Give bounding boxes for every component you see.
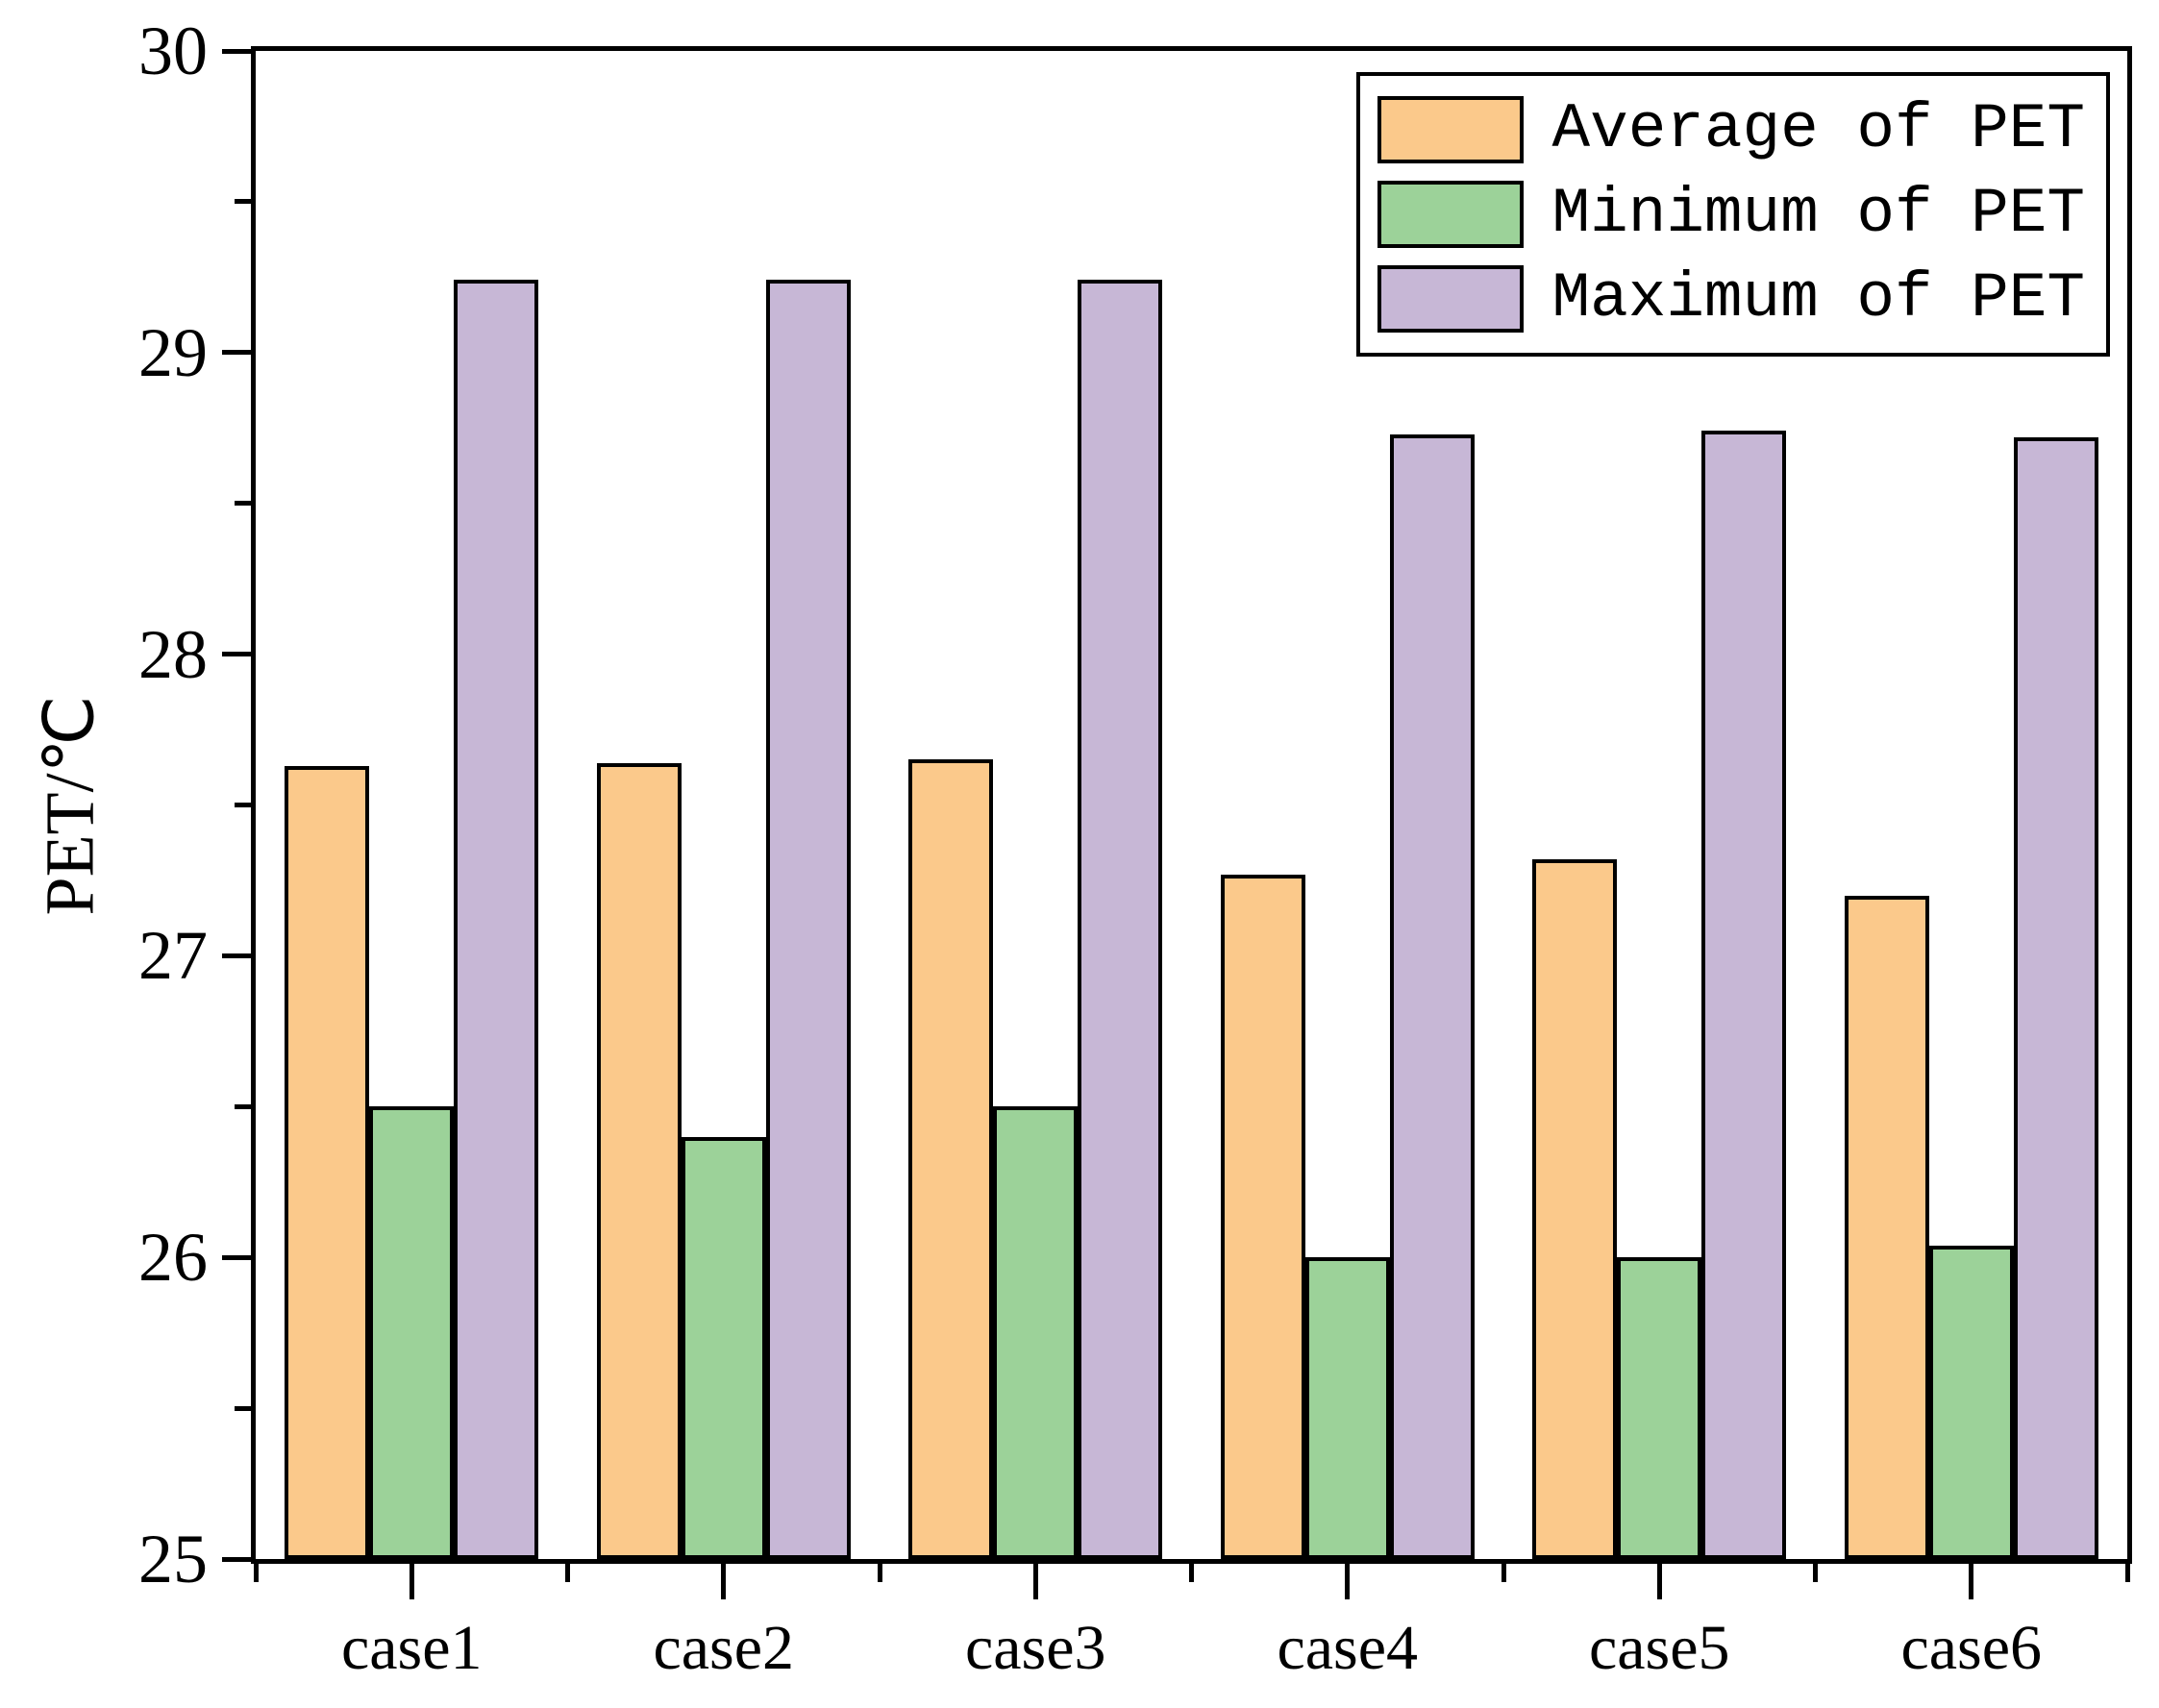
legend-item-label: Minimum of PET — [1551, 178, 2086, 250]
y-tick-label: 28 — [138, 615, 208, 693]
x-major-tick — [1656, 1559, 1662, 1599]
x-category-label: case6 — [1900, 1613, 2043, 1683]
x-category-label: case3 — [964, 1613, 1106, 1683]
x-minor-tick — [1189, 1559, 1194, 1582]
bar-average-case1 — [285, 765, 370, 1559]
x-major-tick — [1345, 1559, 1351, 1599]
legend-item: Maximum of PET — [1377, 260, 2086, 337]
bar-maximum-case6 — [2013, 436, 2098, 1559]
y-major-tick — [222, 48, 251, 54]
x-category-label: case1 — [340, 1613, 483, 1683]
y-major-tick — [222, 652, 251, 657]
x-minor-tick — [2124, 1559, 2130, 1582]
x-minor-tick — [565, 1559, 570, 1582]
legend-swatch-average — [1377, 96, 1524, 163]
y-tick-label: 26 — [138, 1219, 208, 1297]
bar-minimum-case3 — [993, 1106, 1079, 1559]
x-category-label: case2 — [653, 1613, 795, 1683]
y-axis-title: PET/℃ — [31, 695, 109, 916]
y-minor-tick — [235, 501, 251, 507]
plot-area: Average of PET Minimum of PET Maximum of P… — [138, 12, 2132, 1682]
bar-maximum-case2 — [765, 280, 851, 1559]
bar-average-case4 — [1220, 874, 1305, 1559]
legend-item-label: Maximum of PET — [1551, 262, 2086, 334]
bar-minimum-case5 — [1617, 1257, 1702, 1559]
y-tick-label: 27 — [138, 917, 208, 995]
legend-swatch-minimum — [1377, 181, 1524, 248]
bar-minimum-case2 — [681, 1136, 766, 1559]
legend-item: Average of PET — [1377, 91, 2086, 168]
x-major-tick — [1969, 1559, 1974, 1599]
y-tick-label: 29 — [138, 313, 208, 391]
y-tick-label: 30 — [138, 12, 208, 89]
legend-item: Minimum of PET — [1377, 176, 2086, 253]
y-minor-tick — [235, 199, 251, 205]
y-major-tick — [222, 953, 251, 958]
y-major-tick — [222, 350, 251, 356]
y-major-tick — [222, 1556, 251, 1562]
bar-maximum-case4 — [1389, 433, 1475, 1559]
x-major-tick — [409, 1559, 414, 1599]
y-tick-label: 25 — [138, 1521, 208, 1597]
bar-maximum-case3 — [1078, 280, 1163, 1559]
bar-average-case5 — [1532, 858, 1618, 1559]
bar-average-case2 — [596, 762, 682, 1559]
legend-swatch-maximum — [1377, 265, 1524, 333]
bar-minimum-case6 — [1928, 1245, 2014, 1559]
bar-average-case6 — [1844, 895, 1929, 1559]
x-minor-tick — [253, 1559, 259, 1582]
y-minor-tick — [235, 1103, 251, 1109]
x-category-label: case5 — [1588, 1613, 1730, 1683]
legend-item-label: Average of PET — [1551, 93, 2086, 165]
x-major-tick — [1032, 1559, 1038, 1599]
x-minor-tick — [1813, 1559, 1818, 1582]
bar-maximum-case1 — [454, 280, 539, 1559]
y-minor-tick — [235, 1405, 251, 1411]
x-category-label: case4 — [1277, 1613, 1419, 1683]
bar-average-case3 — [908, 759, 994, 1559]
y-minor-tick — [235, 803, 251, 807]
bar-minimum-case1 — [369, 1106, 455, 1559]
x-major-tick — [721, 1559, 727, 1599]
y-major-tick — [222, 1254, 251, 1260]
bar-minimum-case4 — [1304, 1257, 1390, 1559]
x-minor-tick — [877, 1559, 882, 1582]
legend: Average of PET Minimum of PET Maximum of P… — [1355, 72, 2110, 357]
bar-maximum-case5 — [1701, 431, 1787, 1559]
x-minor-tick — [1501, 1559, 1506, 1582]
